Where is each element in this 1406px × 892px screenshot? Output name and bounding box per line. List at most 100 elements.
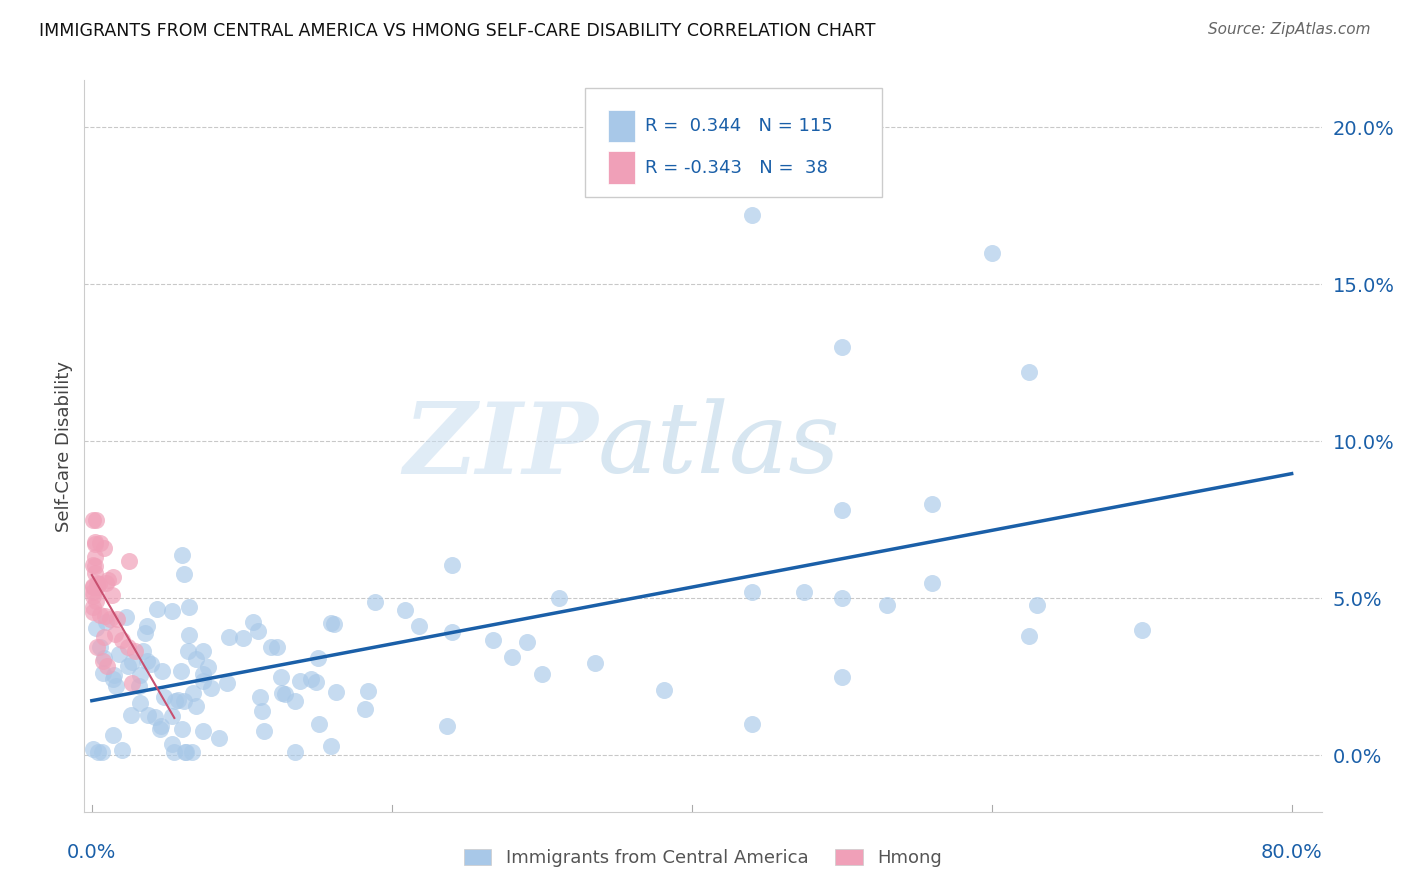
- Point: [98, 612, 121, 626]
- Point: [101, 588, 124, 602]
- Point: [191, 673, 214, 688]
- Point: [252, 704, 274, 718]
- Point: [353, 702, 375, 716]
- Point: [174, 745, 197, 759]
- Point: [167, 693, 190, 707]
- Point: [111, 743, 134, 757]
- Point: [173, 566, 195, 581]
- Point: [82, 579, 104, 593]
- Point: [831, 340, 853, 354]
- Point: [232, 631, 254, 645]
- Point: [84, 559, 107, 574]
- Point: [121, 675, 143, 690]
- Point: [87, 745, 110, 759]
- Point: [831, 503, 853, 517]
- Point: [741, 716, 763, 731]
- Point: [150, 664, 173, 678]
- Point: [89, 608, 111, 623]
- Point: [180, 745, 202, 759]
- Point: [436, 719, 458, 733]
- Text: IMMIGRANTS FROM CENTRAL AMERICA VS HMONG SELF-CARE DISABILITY CORRELATION CHART: IMMIGRANTS FROM CENTRAL AMERICA VS HMONG…: [39, 22, 876, 40]
- Point: [741, 208, 763, 222]
- Point: [299, 672, 322, 686]
- Point: [242, 615, 264, 630]
- Point: [84, 535, 107, 549]
- Point: [184, 698, 207, 713]
- Point: [322, 616, 344, 631]
- Point: [793, 585, 815, 599]
- Point: [82, 513, 104, 527]
- Point: [172, 548, 194, 562]
- Point: [218, 630, 240, 644]
- Point: [831, 670, 853, 684]
- Point: [441, 625, 464, 640]
- Point: [101, 570, 124, 584]
- Point: [1130, 623, 1153, 637]
- Point: [160, 737, 183, 751]
- Point: [191, 644, 214, 658]
- Point: [288, 673, 311, 688]
- Point: [249, 690, 271, 704]
- Point: [132, 644, 155, 658]
- Point: [547, 591, 569, 605]
- Point: [325, 685, 347, 699]
- Point: [191, 723, 214, 738]
- Text: 80.0%: 80.0%: [1261, 843, 1323, 862]
- Point: [179, 628, 201, 642]
- Point: [246, 624, 269, 639]
- Point: [1025, 598, 1047, 612]
- Text: R = -0.343   N =  38: R = -0.343 N = 38: [645, 159, 828, 177]
- Point: [120, 708, 142, 723]
- Point: [176, 745, 198, 759]
- Point: [93, 651, 115, 665]
- Point: [91, 745, 114, 759]
- Point: [139, 657, 162, 672]
- Point: [138, 708, 160, 723]
- Point: [283, 694, 305, 708]
- Point: [501, 650, 523, 665]
- Point: [921, 497, 943, 511]
- Y-axis label: Self-Care Disability: Self-Care Disability: [55, 360, 73, 532]
- Point: [118, 554, 141, 568]
- Point: [307, 650, 329, 665]
- Point: [319, 615, 342, 630]
- Point: [208, 731, 231, 745]
- Point: [134, 626, 156, 640]
- Point: [876, 598, 898, 612]
- Point: [308, 717, 330, 731]
- Point: [165, 694, 187, 708]
- FancyBboxPatch shape: [607, 110, 636, 143]
- Point: [104, 627, 127, 641]
- Point: [124, 644, 146, 658]
- Point: [82, 742, 104, 756]
- Point: [440, 558, 463, 572]
- Text: R =  0.344   N = 115: R = 0.344 N = 115: [645, 118, 832, 136]
- Text: atlas: atlas: [598, 399, 841, 493]
- Point: [980, 246, 1002, 260]
- Text: 0.0%: 0.0%: [67, 843, 117, 862]
- Point: [163, 745, 186, 759]
- Point: [94, 576, 117, 591]
- Point: [105, 612, 128, 626]
- Point: [83, 550, 105, 565]
- Point: [84, 566, 107, 580]
- Point: [200, 681, 222, 696]
- Point: [177, 599, 200, 614]
- Point: [86, 575, 108, 590]
- Point: [104, 679, 127, 693]
- Point: [84, 621, 107, 635]
- Point: [111, 633, 134, 648]
- Point: [82, 600, 104, 615]
- Point: [129, 696, 152, 710]
- Point: [259, 640, 281, 654]
- Point: [921, 575, 943, 590]
- Point: [162, 604, 184, 618]
- Point: [84, 513, 107, 527]
- Point: [86, 580, 108, 594]
- Point: [284, 745, 307, 759]
- Point: [253, 724, 276, 739]
- Point: [115, 609, 138, 624]
- Point: [89, 640, 111, 654]
- Point: [82, 558, 104, 573]
- Point: [117, 658, 139, 673]
